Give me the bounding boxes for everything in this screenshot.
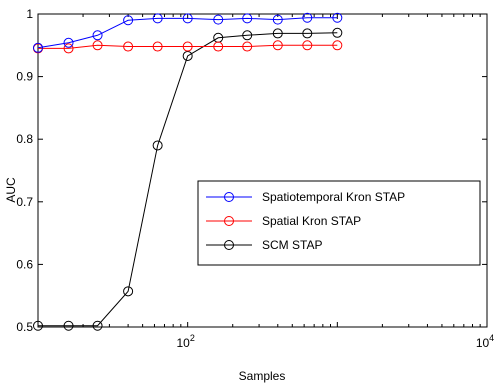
data-point bbox=[332, 12, 343, 23]
y-tick-label: 0.9 bbox=[16, 70, 33, 84]
data-point bbox=[302, 12, 313, 23]
x-tick-label: 102 bbox=[176, 333, 194, 350]
data-point bbox=[332, 27, 343, 38]
data-point bbox=[63, 320, 74, 331]
data-point bbox=[332, 40, 343, 51]
y-tick-label: 0.5 bbox=[16, 320, 33, 334]
data-point bbox=[123, 41, 134, 52]
data-point bbox=[213, 41, 224, 52]
series-0 bbox=[33, 12, 343, 53]
legend-marker bbox=[224, 192, 234, 202]
data-point bbox=[92, 320, 103, 331]
series-layer bbox=[33, 12, 343, 331]
series-1 bbox=[33, 40, 343, 54]
data-point bbox=[182, 13, 193, 24]
data-point bbox=[92, 40, 103, 51]
data-point bbox=[182, 41, 193, 52]
y-tick-label: 0.6 bbox=[16, 257, 33, 271]
series-line bbox=[38, 44, 338, 49]
plot-area bbox=[37, 13, 488, 328]
data-point bbox=[63, 43, 74, 54]
data-point bbox=[242, 13, 253, 24]
x-tick-label: 104 bbox=[476, 333, 494, 350]
data-point bbox=[242, 30, 253, 41]
data-point bbox=[152, 41, 163, 52]
data-point bbox=[302, 28, 313, 39]
y-tick-label: 0.8 bbox=[16, 132, 33, 146]
legend-marker bbox=[224, 240, 234, 250]
series-line bbox=[38, 32, 338, 327]
y-axis-label: AUC bbox=[4, 177, 18, 203]
data-point bbox=[213, 14, 224, 25]
x-axis-ticks: 102 104 bbox=[37, 14, 494, 350]
legend-marker bbox=[224, 216, 234, 226]
y-tick-label: 0.7 bbox=[16, 195, 33, 209]
data-point bbox=[152, 13, 163, 24]
x-tick-base: 10 bbox=[476, 336, 490, 350]
series-line bbox=[37, 17, 338, 49]
data-point bbox=[33, 320, 43, 331]
legend-label: SCM STAP bbox=[262, 238, 322, 252]
data-point bbox=[123, 286, 134, 297]
data-point bbox=[152, 140, 163, 151]
data-point bbox=[272, 14, 283, 25]
y-tick-label: 1 bbox=[26, 7, 33, 21]
data-point bbox=[272, 40, 283, 51]
x-tick-exponent: 4 bbox=[489, 333, 494, 343]
x-axis-label: Samples bbox=[239, 369, 286, 383]
legend: Spatiotemporal Kron STAP Spatial Kron STA… bbox=[197, 180, 481, 266]
x-tick-exponent: 2 bbox=[190, 333, 195, 343]
legend-label: Spatiotemporal Kron STAP bbox=[262, 190, 405, 204]
data-point bbox=[123, 15, 134, 26]
y-axis-ticks: 0.5 0.6 0.7 0.8 0.9 1 bbox=[16, 7, 487, 334]
legend-label: Spatial Kron STAP bbox=[262, 214, 361, 228]
data-point bbox=[63, 37, 74, 48]
data-point bbox=[92, 30, 103, 41]
data-point bbox=[33, 42, 43, 53]
data-point bbox=[272, 28, 283, 39]
data-point bbox=[302, 40, 313, 51]
data-point bbox=[242, 41, 253, 52]
legend-box bbox=[197, 180, 481, 266]
x-tick-base: 10 bbox=[176, 336, 190, 350]
